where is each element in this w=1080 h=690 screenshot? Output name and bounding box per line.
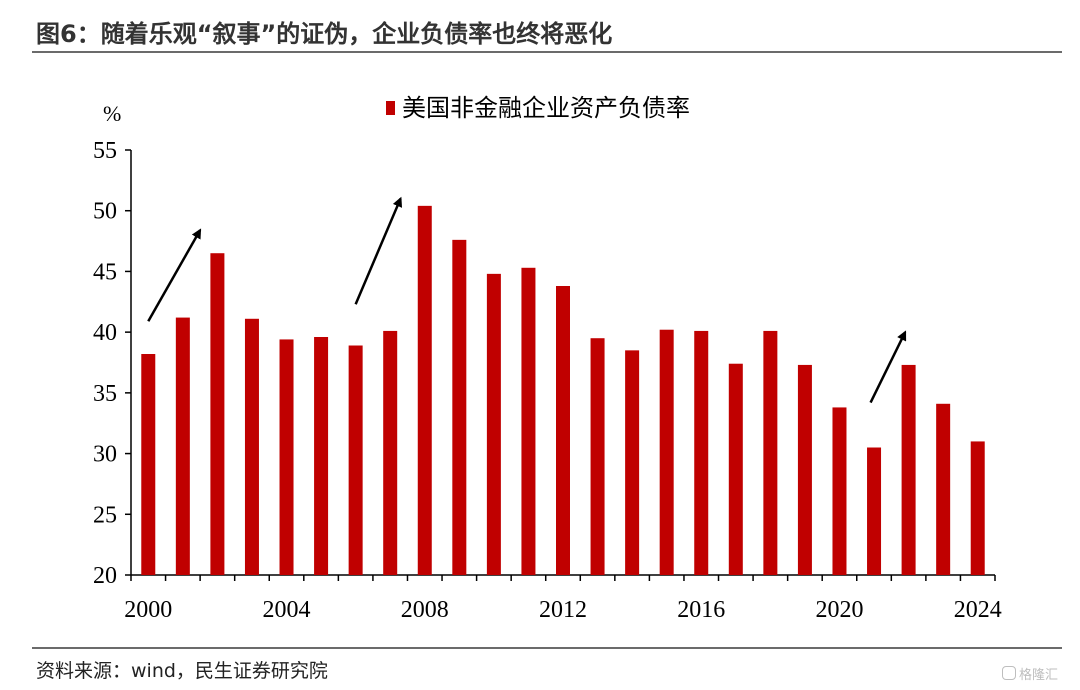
x-tick-label: 2012 bbox=[539, 597, 587, 623]
x-tick-label: 2024 bbox=[954, 597, 1002, 623]
x-tick-label: 2004 bbox=[263, 597, 311, 623]
bar bbox=[486, 273, 501, 575]
bar bbox=[659, 329, 674, 575]
bar bbox=[383, 330, 398, 575]
bar bbox=[867, 447, 882, 575]
bar bbox=[452, 239, 467, 575]
figure-title: 图6：随着乐观“叙事”的证伪，企业负债率也终将恶化 bbox=[36, 20, 613, 48]
y-tick-label: 50 bbox=[93, 199, 117, 225]
bar bbox=[417, 205, 432, 575]
y-tick-label: 20 bbox=[93, 563, 117, 589]
trend-arrow bbox=[354, 196, 403, 305]
source-note: 资料来源：wind，民生证券研究院 bbox=[36, 660, 328, 682]
bar bbox=[279, 339, 294, 575]
bar bbox=[521, 267, 536, 575]
x-tick-label: 2020 bbox=[815, 597, 863, 623]
trend-arrow bbox=[869, 330, 907, 404]
bar bbox=[694, 330, 709, 575]
bar bbox=[970, 441, 985, 575]
x-tick-label: 2016 bbox=[677, 597, 725, 623]
y-axis-unit-label: % bbox=[103, 101, 121, 126]
footer-divider bbox=[32, 647, 1062, 649]
bar bbox=[797, 364, 812, 575]
bar bbox=[175, 317, 190, 575]
legend-swatch bbox=[386, 101, 395, 115]
annotation-arrows bbox=[147, 196, 907, 404]
legend: 美国非金融企业资产负债率 bbox=[386, 95, 690, 122]
bar bbox=[625, 350, 640, 575]
x-tick-label: 2008 bbox=[401, 597, 449, 623]
y-tick-label: 25 bbox=[93, 502, 117, 528]
bar bbox=[728, 363, 743, 575]
title-divider bbox=[32, 51, 1062, 53]
bar bbox=[763, 330, 778, 575]
bar bbox=[832, 407, 847, 575]
legend-label: 美国非金融企业资产负债率 bbox=[402, 95, 690, 122]
x-tick-label: 2000 bbox=[124, 597, 172, 623]
bar bbox=[556, 286, 570, 575]
watermark: 格隆汇 bbox=[1002, 662, 1072, 684]
y-tick-label: 35 bbox=[93, 381, 117, 407]
trend-arrow bbox=[147, 228, 202, 322]
bar bbox=[210, 253, 225, 575]
bar bbox=[590, 338, 605, 575]
bar bbox=[901, 364, 916, 575]
x-axis: 2000 2004 2008 2012 2016 2020 2024 bbox=[124, 574, 1002, 623]
y-tick-label: 45 bbox=[93, 259, 117, 285]
y-tick-label: 40 bbox=[93, 320, 117, 346]
bars bbox=[141, 205, 985, 575]
bar bbox=[244, 318, 259, 575]
bar bbox=[348, 345, 363, 575]
y-tick-label: 30 bbox=[93, 442, 117, 468]
y-axis: 20 25 30 35 40 45 50 55 bbox=[93, 138, 132, 589]
watermark-logo-icon bbox=[1002, 666, 1016, 680]
y-tick-label: 55 bbox=[93, 138, 117, 164]
watermark-text: 格隆汇 bbox=[1019, 667, 1059, 683]
bar bbox=[141, 354, 156, 575]
bar bbox=[936, 403, 951, 575]
bar bbox=[314, 337, 329, 575]
